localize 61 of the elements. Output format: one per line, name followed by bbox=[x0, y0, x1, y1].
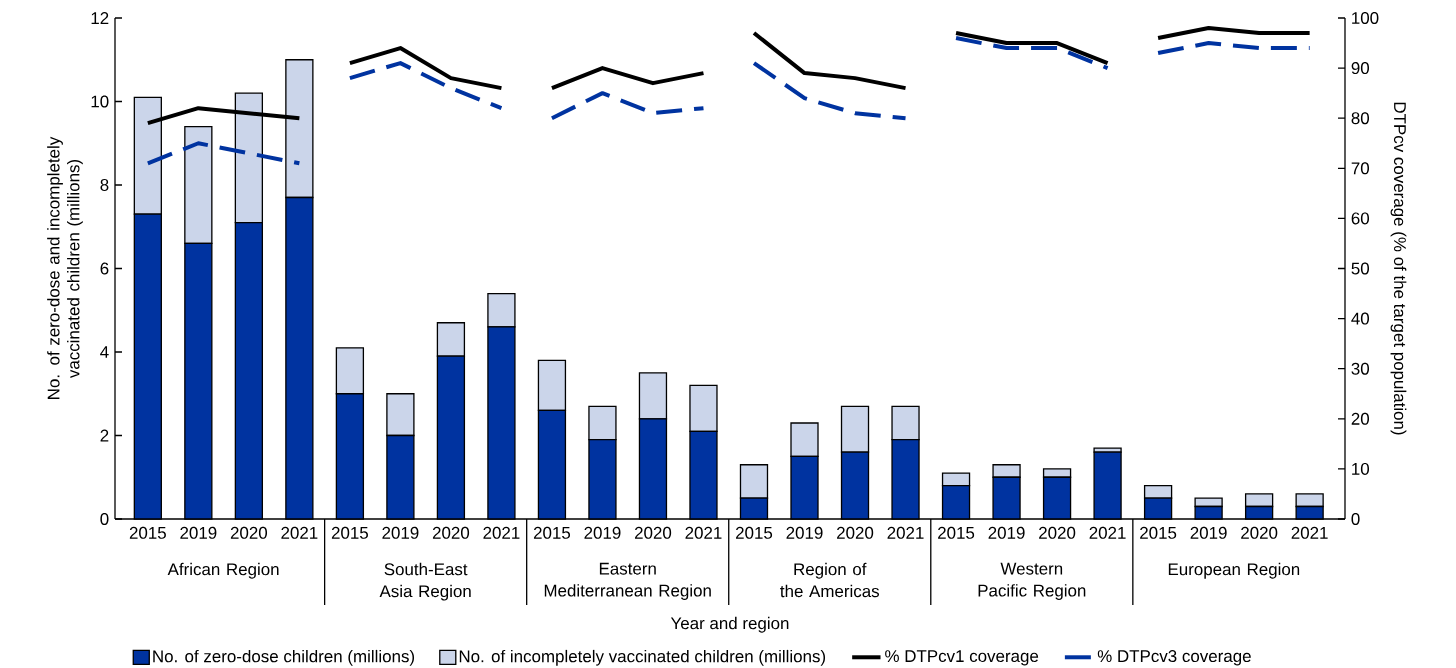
y2-tick-label: 30 bbox=[1351, 362, 1370, 375]
x-tick-label: 2021 bbox=[685, 526, 722, 539]
y-tick-label: 2 bbox=[100, 429, 109, 442]
x-tick-label: 2021 bbox=[1089, 526, 1126, 539]
line-series bbox=[751, 61, 908, 121]
x-tick-label: 2020 bbox=[432, 526, 470, 539]
y-axis-title: No. of zero-dose and incompletely vaccinated children (millions) bbox=[47, 136, 83, 399]
y2-tick-label: 100 bbox=[1352, 12, 1379, 24]
y-tick-label: 8 bbox=[100, 179, 109, 191]
x-axis-title: Year and region bbox=[670, 616, 789, 633]
x-tick-label: 2020 bbox=[230, 526, 268, 539]
x-tick-label: 2019 bbox=[1190, 526, 1227, 539]
text: Region of the Americas bbox=[780, 562, 880, 598]
x-tick-label: 2020 bbox=[1241, 526, 1278, 539]
x-tick-label: 2020 bbox=[1039, 526, 1076, 539]
line-series bbox=[549, 91, 706, 121]
y2-tick-label: 50 bbox=[1351, 262, 1370, 275]
y-tick-label: 0 bbox=[100, 513, 109, 525]
x-tick-label: 2019 bbox=[180, 526, 217, 539]
x-tick-label: 2020 bbox=[837, 526, 874, 539]
y-tick-label: 10 bbox=[91, 95, 109, 108]
x-tick-label: 2019 bbox=[988, 526, 1025, 539]
x-tick-label: 2021 bbox=[483, 526, 520, 539]
line-series bbox=[347, 61, 504, 111]
x-tick-label: 2015 bbox=[736, 526, 773, 539]
y2-tick-label: 40 bbox=[1351, 312, 1370, 325]
legend-label: No. of incompletely vaccinated children (millions) bbox=[459, 649, 826, 666]
legend-label: % DTPcv3 coverage bbox=[1097, 650, 1251, 666]
x-tick-label: 2015 bbox=[1140, 526, 1177, 539]
y2-tick-label: 60 bbox=[1351, 212, 1370, 225]
y2-tick-label: 90 bbox=[1351, 62, 1370, 75]
text: Eastern Mediterranean Region bbox=[544, 562, 711, 600]
y2-tick-label: 10 bbox=[1352, 462, 1370, 475]
y-tick-label: 6 bbox=[100, 262, 109, 275]
x-tick-label: 2021 bbox=[887, 526, 924, 539]
line-series bbox=[549, 66, 706, 91]
legend-label: No. of zero-dose children (millions) bbox=[153, 649, 415, 666]
y2-axis-title: DTPcv coverage (% of the target population) bbox=[1390, 102, 1407, 435]
x-tick-label: 2019 bbox=[382, 526, 419, 539]
x-tick-label: 2021 bbox=[1291, 526, 1328, 539]
x-tick-label: 2015 bbox=[331, 526, 368, 539]
y2-tick-label: 80 bbox=[1351, 112, 1370, 125]
legend-label: % DTPcv1 coverage bbox=[885, 650, 1039, 666]
x-tick-label: 2015 bbox=[533, 526, 571, 539]
text: South-East Asia Region bbox=[379, 562, 471, 601]
y-tick-label: 12 bbox=[91, 12, 109, 24]
y2-tick-label: 70 bbox=[1351, 162, 1370, 175]
line-series bbox=[751, 31, 908, 91]
x-tick-label: 2021 bbox=[281, 526, 318, 539]
text: African Region bbox=[167, 562, 279, 579]
text: European Region bbox=[1168, 562, 1300, 579]
text: Western Pacific Region bbox=[978, 562, 1086, 600]
y2-tick-label: 0 bbox=[1351, 513, 1360, 525]
x-tick-label: 2015 bbox=[938, 526, 975, 539]
y2-tick-label: 20 bbox=[1351, 412, 1370, 425]
y-tick-label: 4 bbox=[100, 346, 109, 358]
line-series bbox=[347, 46, 504, 91]
x-tick-label: 2015 bbox=[129, 526, 166, 539]
x-tick-label: 2019 bbox=[786, 526, 823, 539]
x-tick-label: 2020 bbox=[634, 526, 672, 539]
x-tick-label: 2019 bbox=[584, 526, 621, 539]
